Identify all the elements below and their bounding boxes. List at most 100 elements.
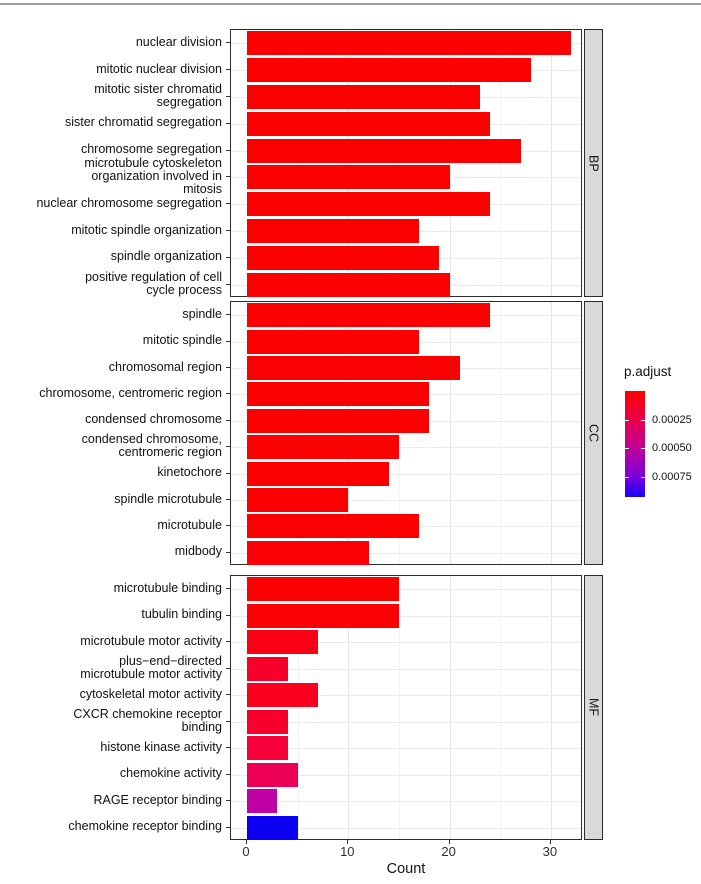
y-axis-tick bbox=[226, 96, 230, 97]
bar bbox=[247, 382, 430, 407]
gridline-minor bbox=[297, 30, 299, 296]
y-axis-tick bbox=[226, 773, 230, 775]
y-axis-tick bbox=[226, 525, 230, 527]
y-axis-tick bbox=[226, 588, 230, 590]
facet-panel-mf bbox=[230, 575, 582, 840]
x-tick-label: 30 bbox=[542, 844, 558, 859]
y-axis-label: plus−end−directed microtubule motor acti… bbox=[80, 653, 222, 681]
y-axis-label: chromosome, centromeric region bbox=[39, 385, 222, 400]
y-axis-tick bbox=[226, 826, 230, 828]
facet-strip-label: CC bbox=[586, 423, 601, 443]
gridline-minor bbox=[398, 30, 400, 296]
y-axis-tick bbox=[226, 472, 230, 474]
y-axis-label: chromosome segregation bbox=[80, 142, 222, 157]
bar bbox=[247, 630, 318, 655]
y-axis-tick bbox=[226, 230, 230, 231]
y-axis-label: spindle organization bbox=[110, 249, 222, 264]
gridline-major bbox=[550, 30, 552, 296]
y-axis-tick bbox=[226, 694, 230, 696]
legend-tick-mark bbox=[625, 420, 629, 422]
gridline-major bbox=[348, 302, 350, 564]
bar bbox=[247, 577, 399, 602]
x-tick-label: 10 bbox=[340, 844, 355, 859]
y-axis-tick bbox=[226, 614, 230, 616]
gridline-major bbox=[449, 576, 451, 839]
y-axis-tick bbox=[226, 641, 230, 643]
gridline-major bbox=[231, 500, 581, 501]
y-axis-label: positive regulation of cell cycle proces… bbox=[85, 269, 222, 297]
bar bbox=[247, 709, 288, 734]
y-axis-label: condensed chromosome, centromeric region bbox=[81, 432, 222, 460]
y-axis-label: RAGE receptor binding bbox=[93, 792, 222, 807]
y-axis-tick bbox=[226, 42, 230, 44]
facet-strip-bp: BP bbox=[584, 29, 603, 297]
bar bbox=[247, 85, 480, 109]
legend-tick-mark bbox=[641, 420, 645, 422]
bar bbox=[247, 514, 420, 539]
facet-strip-mf: MF bbox=[584, 575, 603, 840]
gridline-major bbox=[550, 302, 552, 564]
y-axis-label: microtubule motor activity bbox=[80, 633, 222, 648]
y-axis-label: microtubule bbox=[157, 517, 222, 532]
y-axis-label: condensed chromosome bbox=[85, 412, 222, 427]
gridline-major bbox=[449, 30, 451, 296]
legend-tick-label: 0.00050 bbox=[652, 442, 692, 455]
bar bbox=[247, 111, 491, 136]
y-axis-label: chromosomal region bbox=[108, 359, 222, 374]
gridline-major bbox=[231, 748, 581, 750]
gridline-major bbox=[231, 668, 581, 670]
bar bbox=[247, 303, 491, 328]
y-axis-tick bbox=[226, 720, 230, 722]
y-axis-label: mitotic spindle organization bbox=[71, 222, 222, 237]
bar bbox=[247, 192, 491, 217]
bar bbox=[247, 329, 420, 354]
facet-panel-cc bbox=[230, 301, 582, 565]
gridline-major bbox=[231, 642, 581, 644]
y-axis-label: mitotic spindle bbox=[142, 333, 222, 348]
y-axis-tick bbox=[226, 340, 230, 342]
gridline-major bbox=[550, 576, 552, 839]
gridline-minor bbox=[398, 576, 400, 839]
bar bbox=[247, 138, 521, 163]
legend-gradient bbox=[625, 391, 645, 497]
x-axis-title: Count bbox=[386, 861, 426, 877]
y-axis-label: spindle microtubule bbox=[114, 491, 222, 506]
legend-tick-mark bbox=[641, 476, 645, 478]
y-axis-tick bbox=[226, 283, 230, 285]
gridline-minor bbox=[500, 302, 502, 564]
y-axis-tick bbox=[226, 367, 230, 368]
gridline-major bbox=[449, 302, 451, 564]
bar bbox=[247, 272, 450, 297]
bar bbox=[247, 31, 572, 56]
legend-tick-mark bbox=[641, 448, 645, 450]
gridline-major bbox=[231, 615, 581, 617]
gridline-major bbox=[231, 552, 581, 554]
legend-tick-mark bbox=[625, 476, 629, 478]
y-axis-tick bbox=[226, 800, 230, 802]
y-axis-label: kinetochore bbox=[157, 465, 222, 480]
y-axis-label: CXCR chemokine receptor binding bbox=[73, 706, 222, 734]
y-axis-tick bbox=[226, 667, 230, 669]
gridline-major bbox=[231, 801, 581, 803]
y-axis-label: mitotic nuclear division bbox=[96, 61, 222, 76]
gridline-major bbox=[348, 576, 350, 839]
x-tick-label: 20 bbox=[441, 844, 456, 859]
y-axis-label: midbody bbox=[174, 544, 222, 559]
bar bbox=[247, 603, 399, 628]
bar bbox=[247, 245, 440, 270]
y-axis-tick bbox=[226, 256, 230, 258]
y-axis-tick bbox=[226, 176, 230, 178]
bar bbox=[247, 408, 430, 433]
y-axis-label: nuclear division bbox=[135, 34, 222, 49]
bar bbox=[247, 488, 349, 512]
bar bbox=[247, 789, 278, 814]
bar bbox=[247, 656, 288, 681]
gridline-minor bbox=[297, 302, 299, 564]
facet-panel-bp bbox=[230, 29, 582, 297]
y-axis-label: cytoskeletal motor activity bbox=[79, 686, 222, 701]
bar bbox=[247, 165, 450, 190]
gridline-minor bbox=[500, 30, 502, 296]
y-axis-tick bbox=[226, 203, 230, 205]
bar bbox=[247, 736, 288, 761]
